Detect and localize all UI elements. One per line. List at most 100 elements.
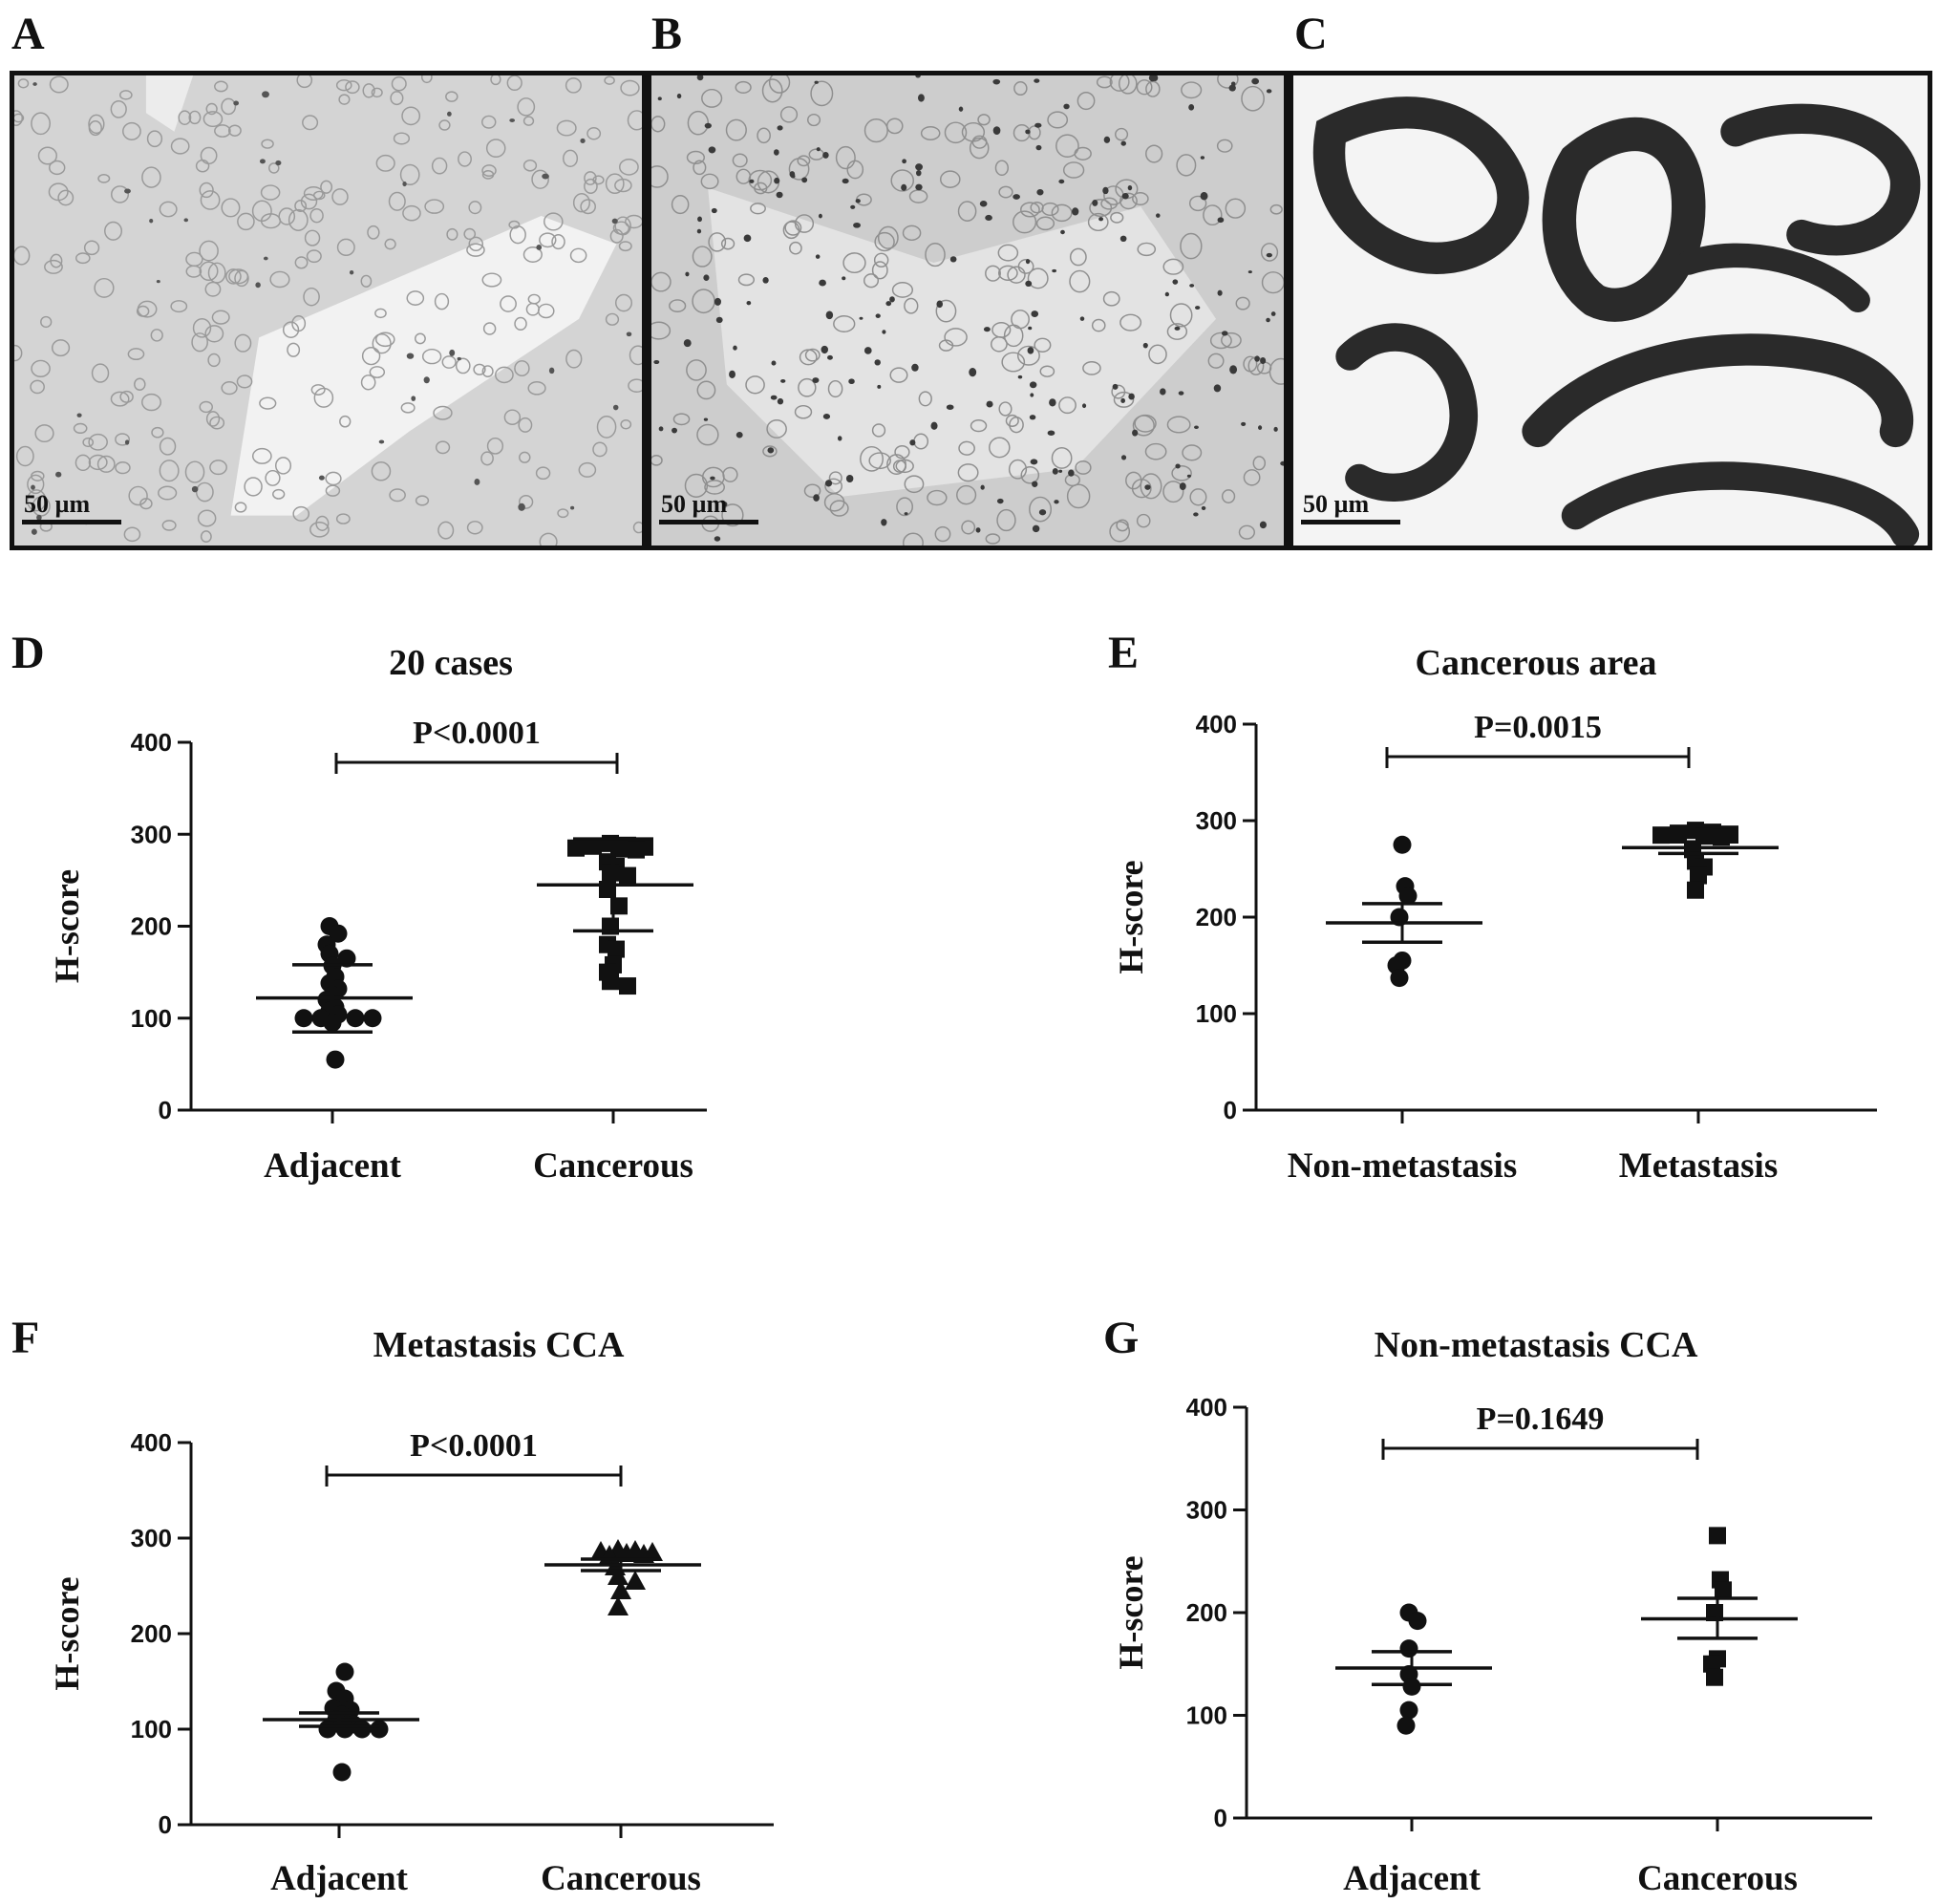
cell-texture bbox=[455, 357, 471, 374]
cell-texture bbox=[1266, 317, 1270, 323]
y-tick-label: 300 bbox=[1186, 1496, 1227, 1525]
cell-texture bbox=[32, 82, 37, 86]
cell-texture bbox=[722, 502, 728, 507]
cell-texture bbox=[481, 115, 497, 129]
data-point bbox=[1399, 1701, 1418, 1720]
cell-texture bbox=[91, 363, 110, 383]
cell-texture bbox=[780, 378, 786, 383]
cell-texture bbox=[1145, 144, 1163, 163]
cell-texture bbox=[696, 75, 704, 81]
cell-texture bbox=[1176, 154, 1197, 177]
cell-texture bbox=[676, 94, 682, 99]
data-point bbox=[608, 1596, 629, 1615]
cell-texture bbox=[141, 393, 162, 412]
cell-texture bbox=[490, 75, 501, 86]
cell-texture bbox=[1182, 444, 1203, 461]
cell-texture bbox=[122, 121, 141, 140]
data-point bbox=[1690, 866, 1707, 885]
cell-texture bbox=[1195, 306, 1201, 310]
cell-texture bbox=[159, 460, 180, 482]
cell-texture bbox=[803, 483, 821, 499]
chart-d: 20 cases 0 100 200 300 400 Adjacent Cancerous H-… bbox=[48, 643, 707, 1186]
scale-bar-label-c: 50 µm bbox=[1303, 490, 1370, 518]
cell-texture bbox=[508, 220, 521, 229]
cell-texture bbox=[474, 479, 480, 485]
cell-texture bbox=[349, 269, 354, 275]
cell-texture bbox=[300, 193, 318, 210]
cell-texture bbox=[850, 204, 856, 209]
cell-texture bbox=[96, 455, 116, 473]
cell-texture bbox=[936, 300, 943, 309]
cell-texture bbox=[26, 489, 47, 512]
cell-texture bbox=[814, 80, 819, 84]
cell-texture bbox=[88, 433, 108, 451]
cell-texture bbox=[813, 494, 820, 502]
cell-texture bbox=[902, 159, 906, 164]
cell-texture bbox=[1081, 403, 1087, 409]
cell-texture bbox=[930, 421, 938, 430]
cell-texture bbox=[378, 439, 385, 444]
cell-texture bbox=[371, 87, 383, 98]
cell-texture bbox=[384, 238, 396, 250]
cell-texture bbox=[801, 177, 808, 183]
cell-texture bbox=[542, 173, 549, 180]
cell-texture bbox=[1120, 397, 1126, 404]
cell-texture bbox=[55, 471, 62, 478]
cell-texture bbox=[969, 137, 990, 160]
cell-texture bbox=[1201, 505, 1206, 510]
y-tick-label: 300 bbox=[131, 1524, 172, 1552]
data-point bbox=[602, 973, 619, 991]
cell-texture bbox=[761, 78, 783, 103]
cell-texture bbox=[1230, 81, 1236, 87]
cell-texture bbox=[1225, 198, 1247, 219]
cell-texture bbox=[1052, 468, 1058, 475]
cell-texture bbox=[1259, 521, 1267, 529]
cell-texture bbox=[611, 218, 618, 225]
cell-texture bbox=[1115, 127, 1129, 141]
cell-texture bbox=[522, 159, 538, 172]
cell-texture bbox=[789, 171, 796, 178]
cell-texture bbox=[124, 439, 130, 445]
cell-texture bbox=[1049, 398, 1056, 407]
cell-texture bbox=[536, 245, 543, 250]
cell-texture bbox=[204, 325, 224, 343]
cell-texture bbox=[653, 359, 660, 365]
cell-texture bbox=[207, 262, 226, 284]
cell-texture bbox=[696, 228, 702, 234]
cell-texture bbox=[657, 96, 662, 101]
cell-texture bbox=[372, 333, 392, 354]
y-tick-label: 0 bbox=[1214, 1804, 1227, 1832]
cell-texture bbox=[715, 316, 723, 324]
data-point bbox=[602, 864, 619, 882]
cell-texture bbox=[789, 241, 802, 255]
cell-texture bbox=[835, 145, 856, 170]
cell-texture bbox=[975, 527, 981, 533]
cell-texture bbox=[1189, 284, 1195, 288]
cell-texture bbox=[1175, 463, 1181, 469]
cell-texture bbox=[565, 77, 582, 94]
cell-texture bbox=[424, 199, 445, 214]
cell-texture bbox=[268, 162, 280, 174]
cell-texture bbox=[651, 321, 672, 340]
cell-texture bbox=[889, 367, 908, 383]
cell-texture bbox=[221, 97, 237, 116]
cell-texture bbox=[1058, 396, 1077, 415]
cell-texture bbox=[325, 471, 342, 486]
cell-texture bbox=[188, 110, 202, 125]
cell-texture bbox=[1164, 291, 1170, 297]
cell-texture bbox=[514, 316, 527, 332]
data-point bbox=[337, 949, 356, 968]
cell-texture bbox=[1200, 156, 1205, 160]
cell-texture bbox=[1047, 430, 1055, 436]
cell-texture bbox=[1068, 469, 1075, 477]
cell-texture bbox=[812, 377, 820, 383]
cell-texture bbox=[1180, 232, 1203, 260]
cell-texture bbox=[714, 536, 721, 542]
cell-texture bbox=[580, 138, 586, 143]
cell-texture bbox=[44, 259, 63, 274]
cell-texture bbox=[1035, 144, 1042, 151]
cell-texture bbox=[519, 495, 534, 509]
cell-texture bbox=[1207, 353, 1225, 369]
cell-texture bbox=[1092, 199, 1098, 206]
